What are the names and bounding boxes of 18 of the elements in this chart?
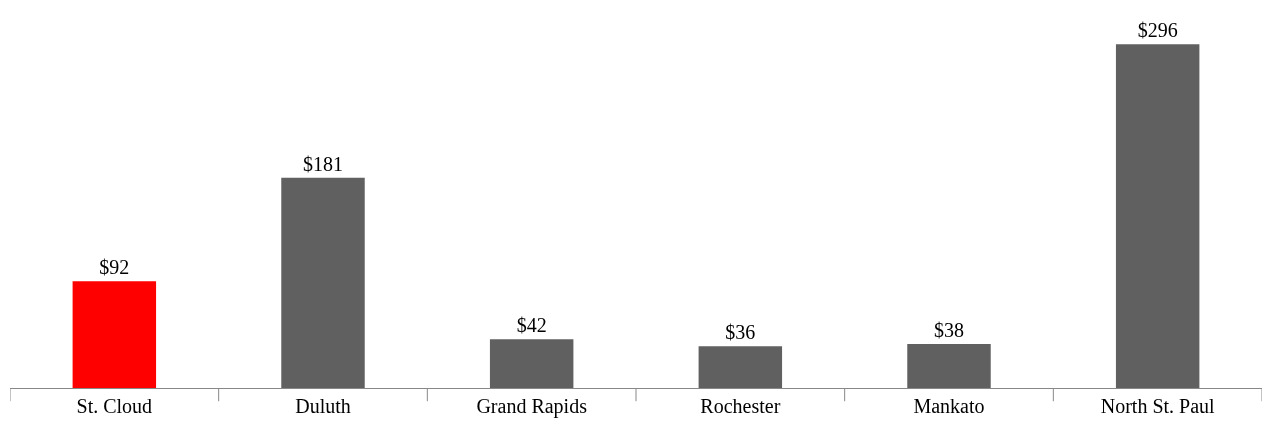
bar [1115,44,1200,388]
data-label: $92 [99,256,130,279]
data-label: $42 [516,314,547,337]
data-label: $181 [303,152,343,175]
bar [489,339,574,388]
data-label: $296 [1137,19,1178,42]
x-tick-label: Grand Rapids [476,395,588,418]
x-tick-label: St. Cloud [76,395,153,417]
x-tick-label: Mankato [913,395,985,417]
bar [907,343,991,388]
x-tick-label: Rochester [700,395,781,417]
x-tick-label: Duluth [295,395,351,417]
bar [698,346,783,388]
data-label: $36 [725,321,756,344]
x-tick-label: North St. Paul [1100,395,1216,417]
bar [281,177,365,388]
data-label: $38 [934,318,964,341]
bar [72,281,157,388]
